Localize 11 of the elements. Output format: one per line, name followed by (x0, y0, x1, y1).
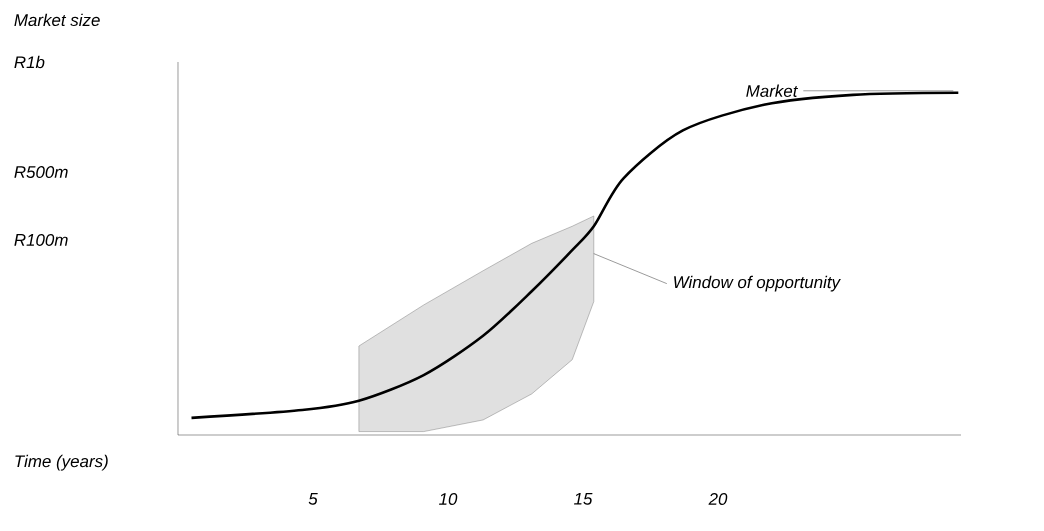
x-tick-label: 5 (308, 492, 318, 505)
x-axis-title: Time (years) (15, 454, 108, 471)
text: R100m (14, 233, 68, 246)
series-label: Market (746, 84, 799, 98)
x-tick-label: 10 (439, 492, 458, 505)
text: R500m (14, 166, 68, 179)
text: Market size (14, 13, 100, 27)
x-tick-label: 20 (708, 492, 728, 505)
x-tick-label: 15 (574, 492, 593, 505)
annotation: Window of opportunity (674, 275, 841, 292)
text: R1b (14, 55, 45, 69)
